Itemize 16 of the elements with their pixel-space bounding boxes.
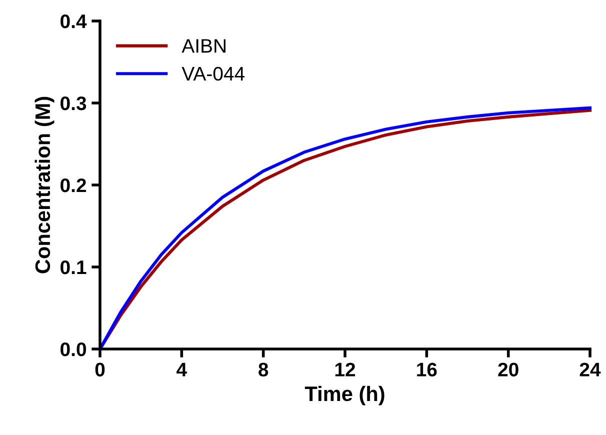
x-axis-title: Time (h) bbox=[304, 386, 384, 406]
legend-label: AIBN bbox=[182, 39, 226, 53]
y-axis-title: Concentration (M) bbox=[34, 96, 54, 274]
x-tick-label: 16 bbox=[417, 362, 437, 376]
x-tick-label: 4 bbox=[176, 362, 187, 376]
x-tick-label: 8 bbox=[258, 362, 268, 376]
legend-label: VA-044 bbox=[182, 66, 245, 81]
y-tick-label: 0.3 bbox=[60, 96, 86, 110]
y-tick-label: 0.0 bbox=[60, 342, 86, 356]
y-tick-label: 0.2 bbox=[60, 178, 86, 192]
x-tick-label: 0 bbox=[95, 362, 105, 376]
x-tick-label: 24 bbox=[580, 362, 601, 376]
y-tick-label: 0.4 bbox=[60, 14, 87, 28]
x-tick-label: 20 bbox=[498, 362, 518, 376]
y-tick-label: 0.1 bbox=[60, 260, 86, 274]
x-tick-label: 12 bbox=[335, 362, 356, 376]
